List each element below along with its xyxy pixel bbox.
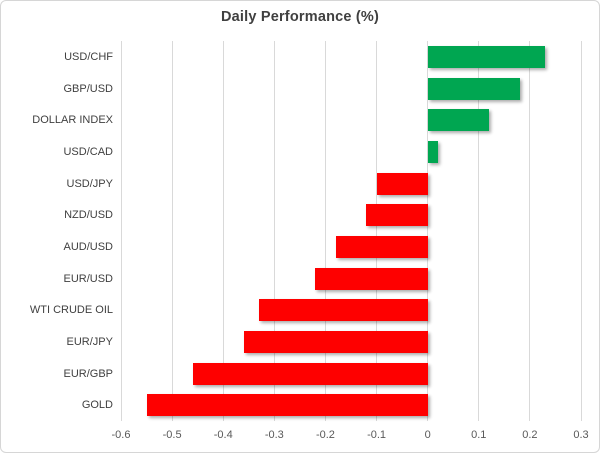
category-label-eur-jpy: EUR/JPY [66, 335, 113, 348]
bar-usd-jpy [376, 172, 428, 195]
bar-nzd-usd [366, 204, 428, 227]
plot-area [120, 41, 582, 421]
gridline--0.1 [376, 41, 378, 421]
x-tick-label-0.1: 0.1 [471, 429, 487, 441]
gridline-0.2 [529, 41, 531, 421]
bar-gold [146, 394, 428, 417]
x-tick-label--0.1: -0.1 [367, 429, 387, 441]
gridline-0.3 [580, 41, 582, 421]
bar-eur-usd [315, 267, 428, 290]
x-tick-label--0.2: -0.2 [315, 429, 335, 441]
gridline--0.3 [273, 41, 275, 421]
bar-aud-usd [335, 235, 428, 258]
gridline--0.6 [120, 41, 122, 421]
x-tick-label-0.3: 0.3 [573, 429, 589, 441]
gridline-0.1 [478, 41, 480, 421]
category-label-gbp-usd: GBP/USD [63, 82, 113, 95]
category-label-usd-chf: USD/CHF [64, 50, 113, 63]
gridline--0.2 [324, 41, 326, 421]
bar-gbp-usd [427, 77, 520, 100]
x-tick-label--0.4: -0.4 [213, 429, 233, 441]
gridline-0 [427, 41, 429, 421]
bar-usd-cad [427, 140, 438, 163]
category-label-dollar-index: DOLLAR INDEX [32, 114, 113, 127]
x-tick-label--0.6: -0.6 [111, 429, 131, 441]
x-tick-label--0.3: -0.3 [264, 429, 284, 441]
category-label-nzd-usd: NZD/USD [64, 209, 113, 222]
category-label-eur-usd: EUR/USD [63, 272, 113, 285]
bar-eur-gbp [192, 362, 428, 385]
bar-eur-jpy [243, 330, 428, 353]
bar-wti-crude-oil [259, 299, 428, 322]
category-label-eur-gbp: EUR/GBP [63, 367, 113, 380]
category-label-aud-usd: AUD/USD [63, 240, 113, 253]
bar-usd-chf [427, 45, 546, 68]
gridline--0.5 [171, 41, 173, 421]
gridline--0.4 [222, 41, 224, 421]
x-tick-label--0.5: -0.5 [162, 429, 182, 441]
x-tick-label-0: 0 [424, 429, 431, 441]
chart-title: Daily Performance (%) [220, 9, 380, 25]
bar-dollar-index [427, 109, 489, 132]
category-label-gold: GOLD [81, 399, 113, 412]
category-label-usd-jpy: USD/JPY [66, 177, 113, 190]
category-label-wti-crude-oil: WTI CRUDE OIL [29, 304, 113, 317]
category-label-usd-cad: USD/CAD [63, 145, 113, 158]
x-tick-label-0.2: 0.2 [522, 429, 538, 441]
